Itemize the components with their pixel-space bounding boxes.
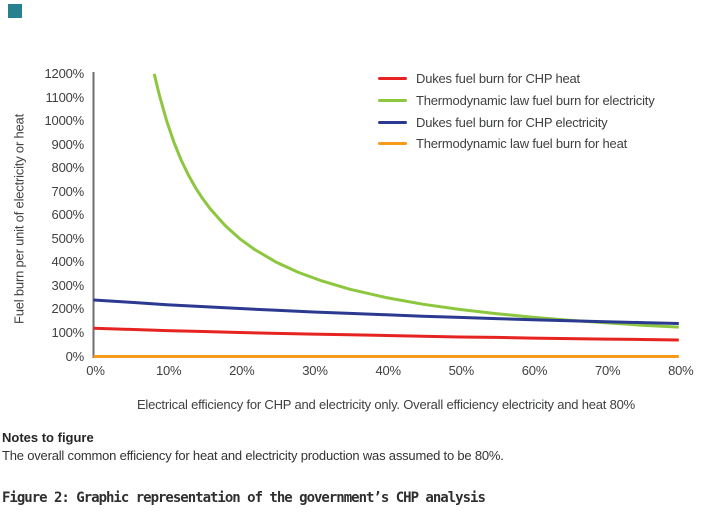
legend-label: Dukes fuel burn for CHP heat (416, 71, 580, 87)
y-tick-label: 500% (51, 230, 85, 246)
y-tick-label: 300% (51, 277, 85, 293)
corner-accent-square (8, 4, 22, 18)
y-tick-label: 600% (51, 207, 85, 223)
y-tick-label: 1000% (44, 113, 85, 128)
notes-body: The overall common efficiency for heat a… (2, 448, 504, 463)
y-tick-label: 700% (51, 183, 85, 199)
legend-label: Thermodynamic law fuel burn for heat (416, 136, 628, 152)
y-tick-label: 1100% (45, 89, 84, 105)
y-tick-label: 1200% (44, 65, 85, 81)
x-tick-label: 50% (448, 363, 475, 378)
y-tick-label: 900% (51, 136, 85, 152)
y-tick-label: 800% (51, 160, 85, 176)
x-tick-label: 10% (155, 363, 182, 378)
figure-caption: Figure 2: Graphic representation of the … (2, 490, 486, 506)
x-tick-label: 30% (302, 363, 328, 378)
legend-swatch (378, 77, 407, 81)
x-tick-label: 70% (594, 363, 621, 378)
x-axis-title: Electrical efficiency for CHP and electr… (136, 397, 636, 412)
legend-item: Thermodynamic law fuel burn for electric… (378, 90, 655, 112)
chart-legend: Dukes fuel burn for CHP heat Thermodynami… (378, 68, 655, 155)
x-tick-label: 80% (668, 363, 694, 378)
x-tick-label: 20% (229, 363, 255, 378)
legend-swatch (378, 120, 407, 124)
legend-item: Dukes fuel burn for CHP heat (378, 68, 655, 90)
chart-canvas (92, 72, 679, 358)
y-tick-label: 200% (51, 301, 85, 317)
legend-label: Dukes fuel burn for CHP electricity (416, 114, 608, 130)
series-line-dukes-fuel-burn-for-chp-electricity (93, 298, 679, 325)
legend-item: Dukes fuel burn for CHP electricity (378, 111, 655, 133)
x-tick-label: 40% (375, 363, 401, 378)
series-line-thermodynamic-law-fuel-burn-for-electricity (152, 73, 679, 329)
series-line-dukes-fuel-burn-for-chp-heat (93, 326, 679, 342)
x-tick-label: 0% (86, 363, 105, 378)
legend-label: Thermodynamic law fuel burn for electric… (416, 93, 655, 109)
y-tick-label: 100% (51, 325, 85, 340)
y-tick-label: 0% (65, 348, 85, 364)
legend-swatch (378, 99, 407, 103)
legend-item: Thermodynamic law fuel burn for heat (378, 133, 655, 155)
notes-title: Notes to figure (2, 430, 94, 445)
y-tick-label: 400% (51, 254, 85, 270)
legend-swatch (378, 142, 407, 146)
x-tick-label: 60% (521, 363, 548, 378)
